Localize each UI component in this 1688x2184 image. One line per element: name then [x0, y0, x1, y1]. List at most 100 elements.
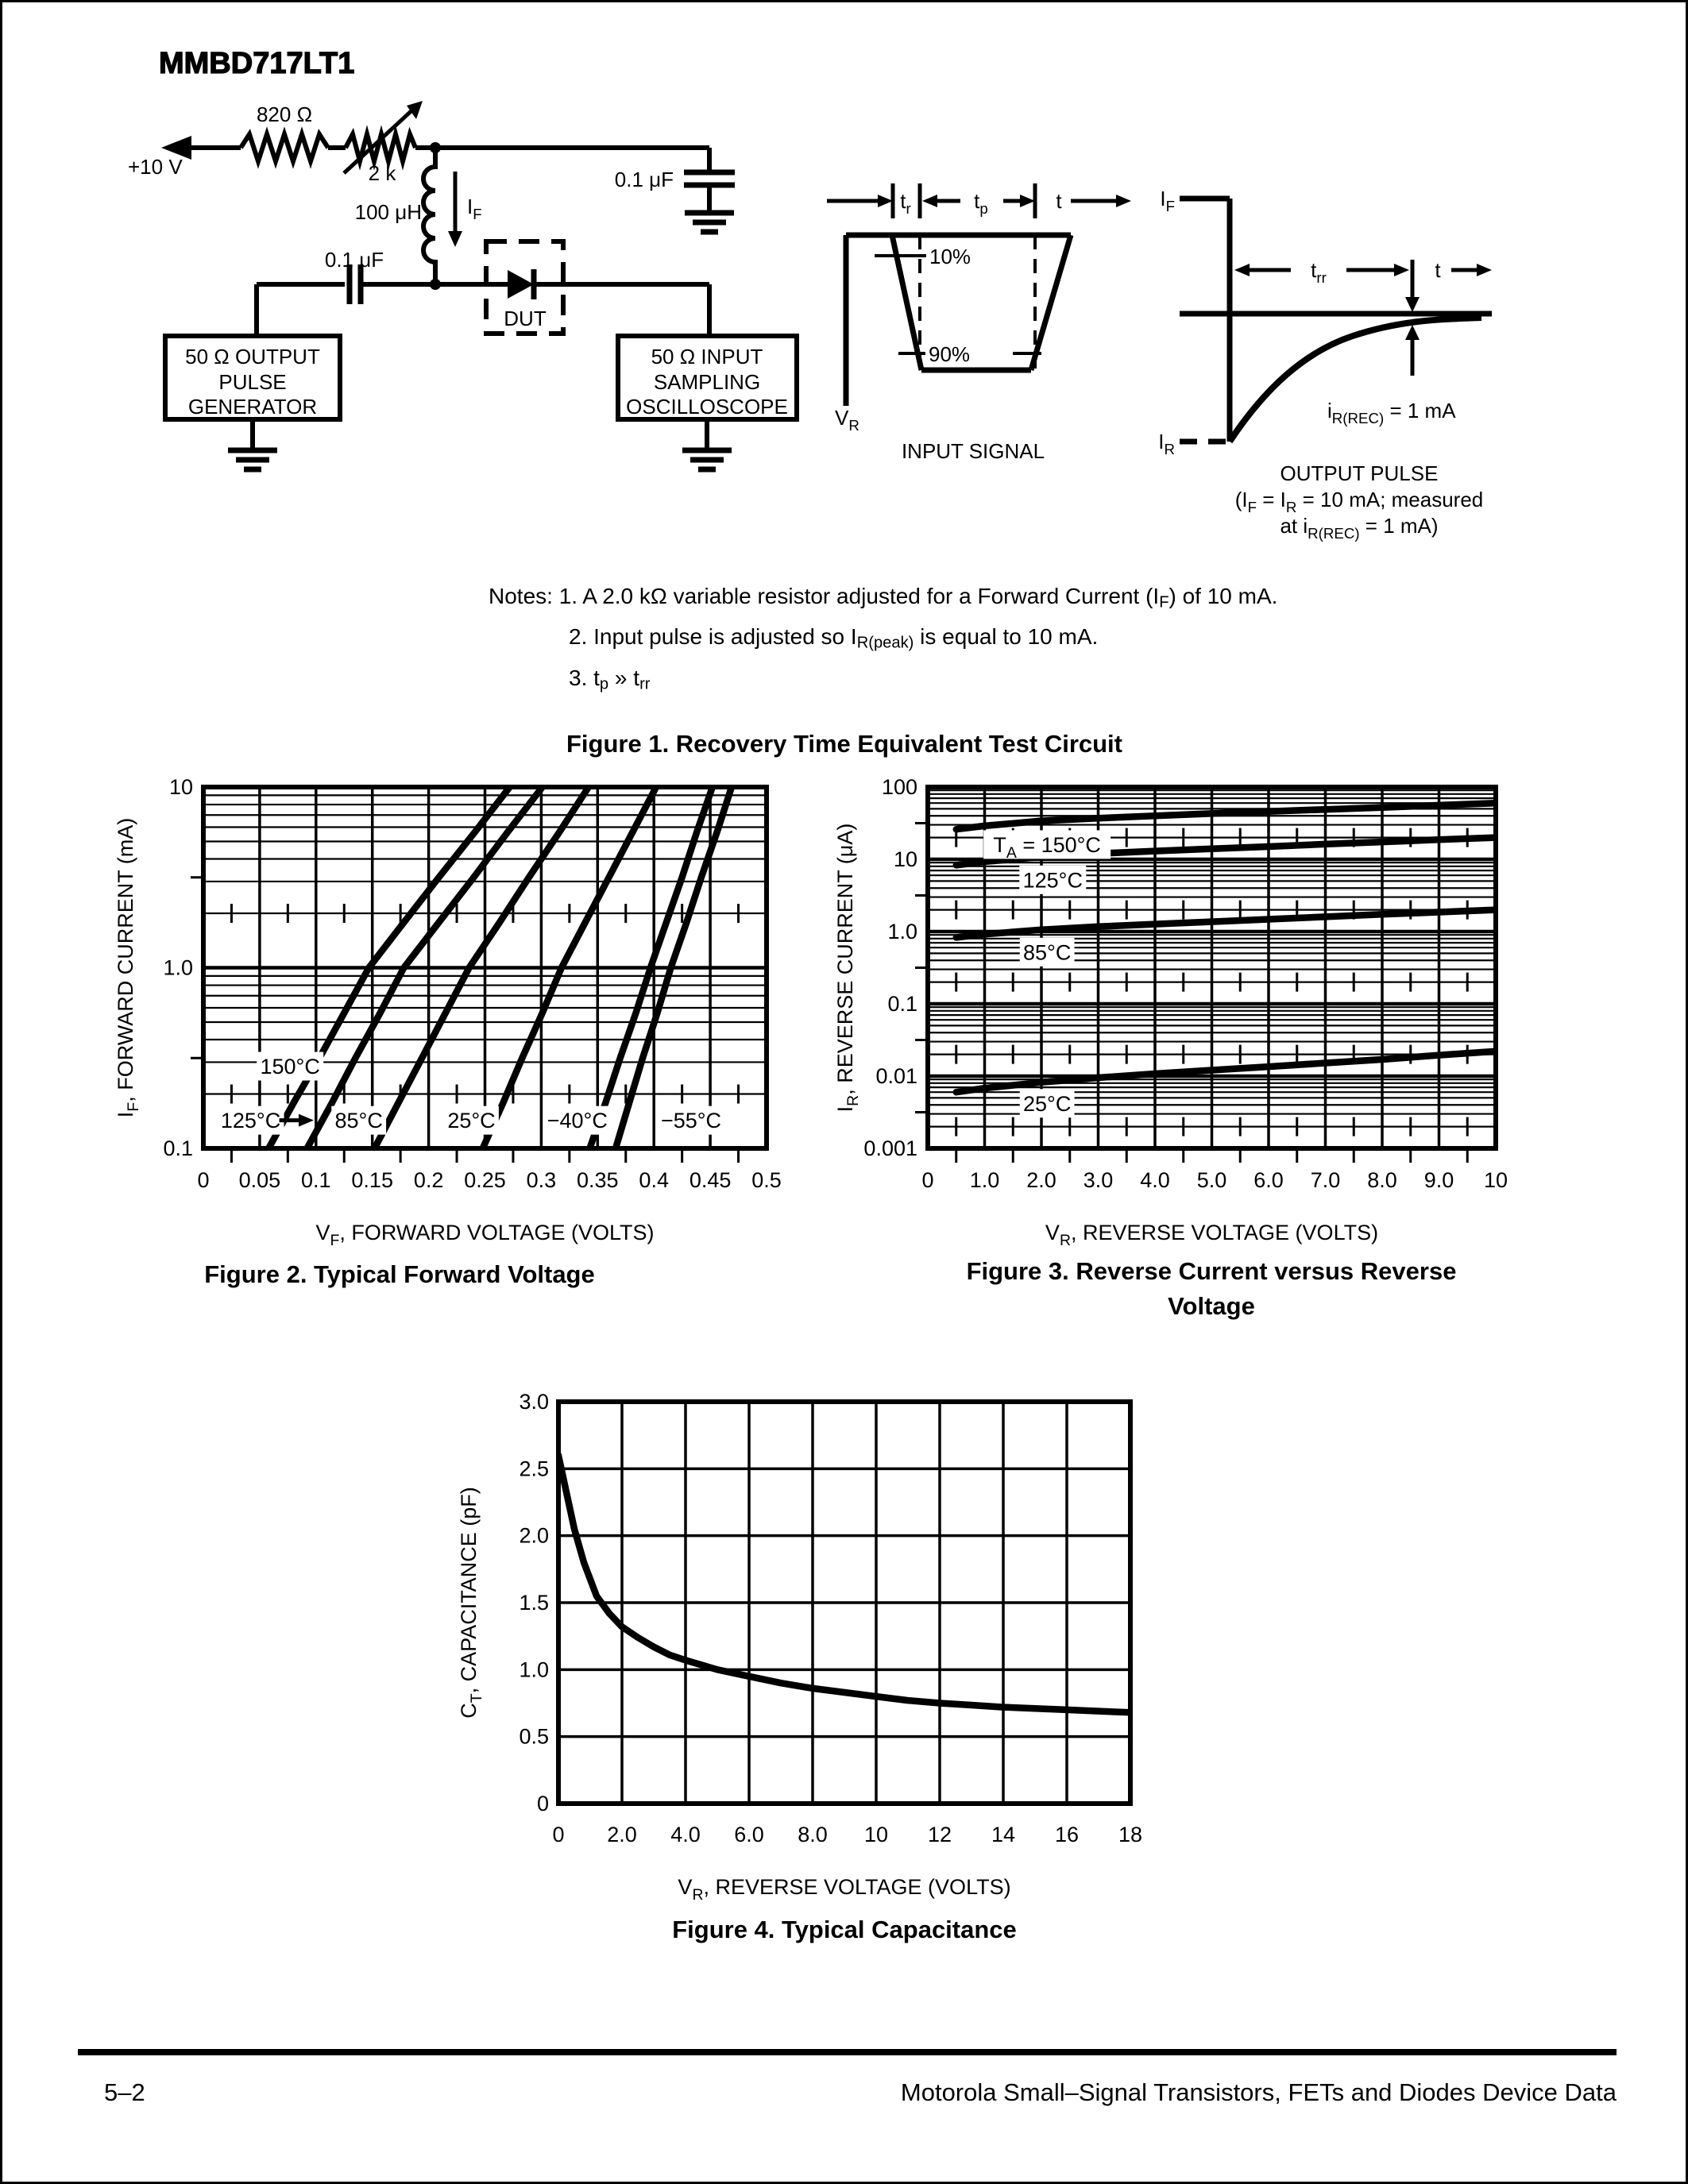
- trr-label: trr: [1311, 258, 1327, 286]
- annotation-label: 85°C: [1023, 940, 1071, 964]
- dut-box: [484, 239, 566, 336]
- oscilloscope-line1: 50 Ω INPUT: [651, 345, 763, 369]
- annotation-bg: [1019, 937, 1075, 967]
- y-tick-label: 1.0: [163, 956, 193, 980]
- t2-label: t: [1435, 258, 1441, 282]
- output-pulse-waveform: [1180, 195, 1492, 445]
- annotation-bg: [257, 1051, 324, 1081]
- x-tick-label: 14: [991, 1823, 1015, 1846]
- y-tick-label: 10: [894, 847, 917, 871]
- x-tick-label: 8.0: [798, 1823, 828, 1846]
- series-curve-25°C: [479, 787, 660, 1148]
- x-tick-label: 4.0: [1140, 1168, 1170, 1192]
- x-tick-label: 18: [1118, 1823, 1142, 1846]
- dim-arrowhead-icon: [1394, 264, 1409, 276]
- inductor-label: 100 μH: [355, 200, 422, 224]
- note-line1: Notes: 1. A 2.0 kΩ variable resistor adj…: [489, 584, 1278, 612]
- x-tick-label: 0.4: [639, 1168, 669, 1192]
- chart-caption: Figure 4. Typical Capacitance: [672, 1916, 1017, 1943]
- y-tick-label: 0.01: [875, 1064, 917, 1088]
- ir-level-label: IR: [1158, 430, 1175, 457]
- x-axis-title: VR, REVERSE VOLTAGE (VOLTS): [1045, 1221, 1378, 1249]
- note-line2: 2. Input pulse is adjusted so IR(peak) i…: [569, 624, 1099, 652]
- annotation-label: 125°C: [221, 1109, 280, 1133]
- dut-label: DUT: [504, 307, 547, 330]
- y-tick-label: 0.1: [887, 992, 917, 1016]
- dim-arrowhead-icon: [922, 195, 937, 207]
- y-tick-label: 2.5: [519, 1457, 549, 1480]
- input-signal-caption: INPUT SIGNAL: [902, 439, 1045, 463]
- series-curve-−55°C: [612, 787, 736, 1148]
- annotation-bg: [1019, 865, 1087, 894]
- pulse-generator-line1: 50 Ω OUTPUT: [185, 345, 320, 369]
- annotation-arrowhead-icon: [298, 1113, 314, 1127]
- chart-caption: Figure 3. Reverse Current versus Reverse: [967, 1257, 1457, 1285]
- annotation-bg: [543, 1106, 611, 1135]
- dim-arrowhead-icon: [1116, 195, 1131, 207]
- x-tick-label: 0.05: [239, 1168, 281, 1192]
- footer-text: Motorola Small–Signal Transistors, FETs …: [900, 2078, 1617, 2106]
- dim-arrowhead-icon: [1477, 264, 1492, 276]
- dim-arrowhead-icon: [1234, 264, 1250, 276]
- x-tick-label: 0: [921, 1168, 933, 1192]
- output-pulse-caption2: (IF = IR = 10 mA; measured: [1235, 488, 1484, 515]
- footer-rule: [78, 2049, 1617, 2055]
- x-tick-label: 8.0: [1367, 1168, 1397, 1192]
- x-tick-label: 2.0: [1026, 1168, 1056, 1192]
- annotation-bg: [217, 1106, 284, 1135]
- annotation-label: 85°C: [335, 1109, 383, 1133]
- figure1-notes: Notes: 1. A 2.0 kΩ variable resistor adj…: [489, 579, 1277, 701]
- pulse-generator-line2: PULSE: [218, 370, 286, 394]
- t-label: t: [1056, 189, 1062, 213]
- x-tick-label: 4.0: [670, 1823, 701, 1846]
- y-tick-label: 1.0: [519, 1657, 549, 1681]
- y-tick-label: 3.0: [519, 1390, 549, 1414]
- resistor-2k-arrowhead-icon: [407, 101, 423, 119]
- footer-page-number: 5–2: [104, 2078, 145, 2106]
- if-arrowhead-icon: [448, 231, 462, 247]
- dim-arrowhead-icon: [878, 195, 893, 207]
- chart-figure3: TA = 150°C 125°C 85°C 25°C 0 1.0 2.0 3.0 4.0 5.0 6…: [833, 775, 1508, 1320]
- x-tick-label: 10: [1484, 1168, 1508, 1192]
- x-tick-label: 0: [197, 1168, 209, 1192]
- input-signal-waveform: [827, 183, 1131, 406]
- x-tick-label: 0: [552, 1823, 564, 1846]
- r820-label: 820 Ω: [257, 102, 312, 126]
- y-tick-label: 0.1: [163, 1136, 193, 1160]
- ground-icon: [682, 447, 732, 473]
- circuit-wires: [161, 101, 799, 473]
- x-tick-label: 0.35: [577, 1168, 619, 1192]
- annotation-bg: [1019, 1089, 1075, 1118]
- chart-figure4: 0 2.0 4.0 6.0 8.0 10 12 14 16 18 0 0.5 1.0 1.5 2.0 2.5 3…: [457, 1390, 1142, 1943]
- x-tick-label: 0.5: [751, 1168, 782, 1192]
- diode-icon: [508, 270, 534, 299]
- chart-caption: Voltage: [1168, 1292, 1255, 1320]
- annotation-label: 125°C: [1023, 868, 1083, 892]
- plot-frame: [556, 1399, 1133, 1806]
- x-tick-label: 1.0: [970, 1168, 1000, 1192]
- if-level-label: IF: [1160, 187, 1175, 214]
- recovery-curve: [1226, 314, 1482, 444]
- y-tick-label: 10: [169, 775, 193, 799]
- dim-arrowhead-icon: [1020, 195, 1035, 207]
- figure1-caption: Figure 1. Recovery Time Equivalent Test …: [566, 730, 1122, 758]
- annotation-bg: [444, 1106, 499, 1135]
- r2k-label: 2 k: [369, 161, 397, 185]
- x-tick-label: 0.3: [527, 1168, 557, 1192]
- annotation-label: TA = 150°C: [993, 833, 1101, 862]
- down-arrowhead-icon: [1405, 297, 1420, 312]
- pulse-generator-line3: GENERATOR: [188, 395, 317, 419]
- x-tick-label: 12: [928, 1823, 952, 1846]
- x-tick-label: 2.0: [607, 1823, 637, 1846]
- bypass-cap-label: 0.1 μF: [615, 168, 674, 191]
- y-axis-title: CT, CAPACITANCE (pF): [457, 1487, 485, 1718]
- supply-arrow-icon: [161, 136, 191, 160]
- series-curve-85°C: [952, 906, 1496, 941]
- y-tick-label: 0.5: [519, 1725, 549, 1749]
- series-curve-−40°C: [586, 787, 717, 1148]
- annotation-label: −40°C: [547, 1109, 608, 1133]
- annotation-bg: [331, 1106, 387, 1135]
- output-pulse-caption1: OUTPUT PULSE: [1280, 461, 1439, 485]
- annotation-label: 150°C: [261, 1055, 320, 1078]
